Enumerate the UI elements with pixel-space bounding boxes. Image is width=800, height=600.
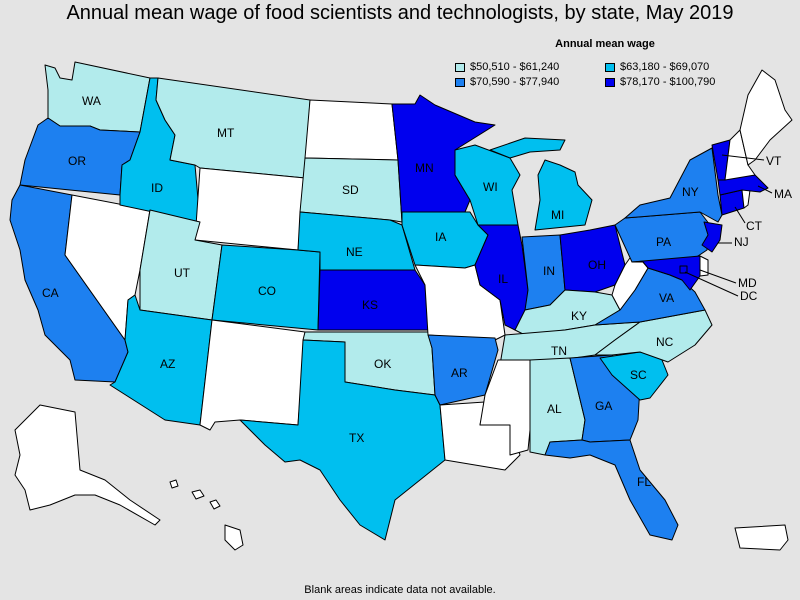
state-tx[interactable] [239,339,446,541]
state-nj[interactable] [701,221,723,253]
state-label: IN [543,264,555,278]
legend-title: Annual mean wage [555,38,655,50]
legend-label: $50,510 - $61,240 [470,61,560,73]
legend-item-tier-1: $50,510 - $61,240 [455,60,605,74]
state-label: WA [82,94,101,108]
state-fl[interactable] [544,439,679,541]
state-label: AZ [160,357,175,371]
map-title: Annual mean wage of food scientists and … [66,2,734,24]
state-label: CA [42,286,59,300]
state-mi[interactable] [489,137,593,231]
legend-swatch [455,77,465,87]
legend-swatch [605,77,615,87]
legend-swatch [605,62,615,72]
legend: Annual mean wage $50,510 - $61,240 $63,1… [455,38,785,89]
state-label: NY [682,185,699,199]
state-nm[interactable] [199,319,306,431]
state-de[interactable] [699,255,709,277]
state-pr[interactable] [734,524,789,551]
state-label: DC [740,289,758,303]
state-nd[interactable] [304,99,399,161]
state-label: OR [68,154,86,168]
state-ny[interactable] [624,147,723,223]
state-label: MI [551,208,564,222]
legend-swatch [455,62,465,72]
state-label: CT [746,219,763,233]
state-label: SD [342,183,359,197]
state-me[interactable] [739,69,793,166]
state-label: OK [374,357,391,371]
state-label: KS [362,298,378,312]
state-label: OH [588,258,606,272]
state-label: NE [346,245,363,259]
state-label: MA [774,187,792,201]
state-label: TN [551,344,567,358]
legend-item-tier-3: $70,590 - $77,940 [455,75,605,89]
state-wy[interactable] [194,167,306,251]
state-hi[interactable] [169,479,244,551]
state-label: NC [656,335,674,349]
state-label: MD [738,276,757,290]
state-il[interactable] [474,224,529,331]
state-nc[interactable] [594,309,713,363]
state-label: NJ [734,235,749,249]
state-label: KY [571,309,587,323]
state-mo[interactable] [414,264,506,341]
state-label: UT [174,266,191,280]
state-nh[interactable] [724,129,756,181]
state-label: MT [217,126,235,140]
state-label: PA [656,235,671,249]
state-md[interactable] [631,255,701,291]
state-ar[interactable] [427,334,499,406]
state-ri[interactable] [741,189,751,209]
state-label: SC [630,368,647,382]
state-label: MN [415,161,434,175]
state-label: VT [766,154,782,168]
state-label: IL [498,272,508,286]
legend-label: $70,590 - $77,940 [470,76,560,88]
state-label: IA [435,230,446,244]
state-label: GA [595,399,612,413]
state-label: AL [547,402,562,416]
legend-label: $63,180 - $69,070 [620,61,710,73]
state-label: CO [258,284,276,298]
legend-item-tier-4: $78,170 - $100,790 [605,75,755,89]
state-ak[interactable] [14,404,161,526]
state-labels: WA OR CA ID MT UT AZ CO SD NE KS OK TX M… [42,94,792,489]
legend-label: $78,170 - $100,790 [620,76,716,88]
legend-item-tier-2: $63,180 - $69,070 [605,60,755,74]
footnote: Blank areas indicate data not available. [304,584,496,596]
state-label: WI [483,180,498,194]
state-label: AR [451,366,468,380]
state-label: VA [659,291,674,305]
label-leader-lines [684,154,773,297]
state-label: FL [637,475,651,489]
state-sd[interactable] [299,157,403,223]
state-label: TX [349,431,364,445]
state-label: ID [151,181,163,195]
